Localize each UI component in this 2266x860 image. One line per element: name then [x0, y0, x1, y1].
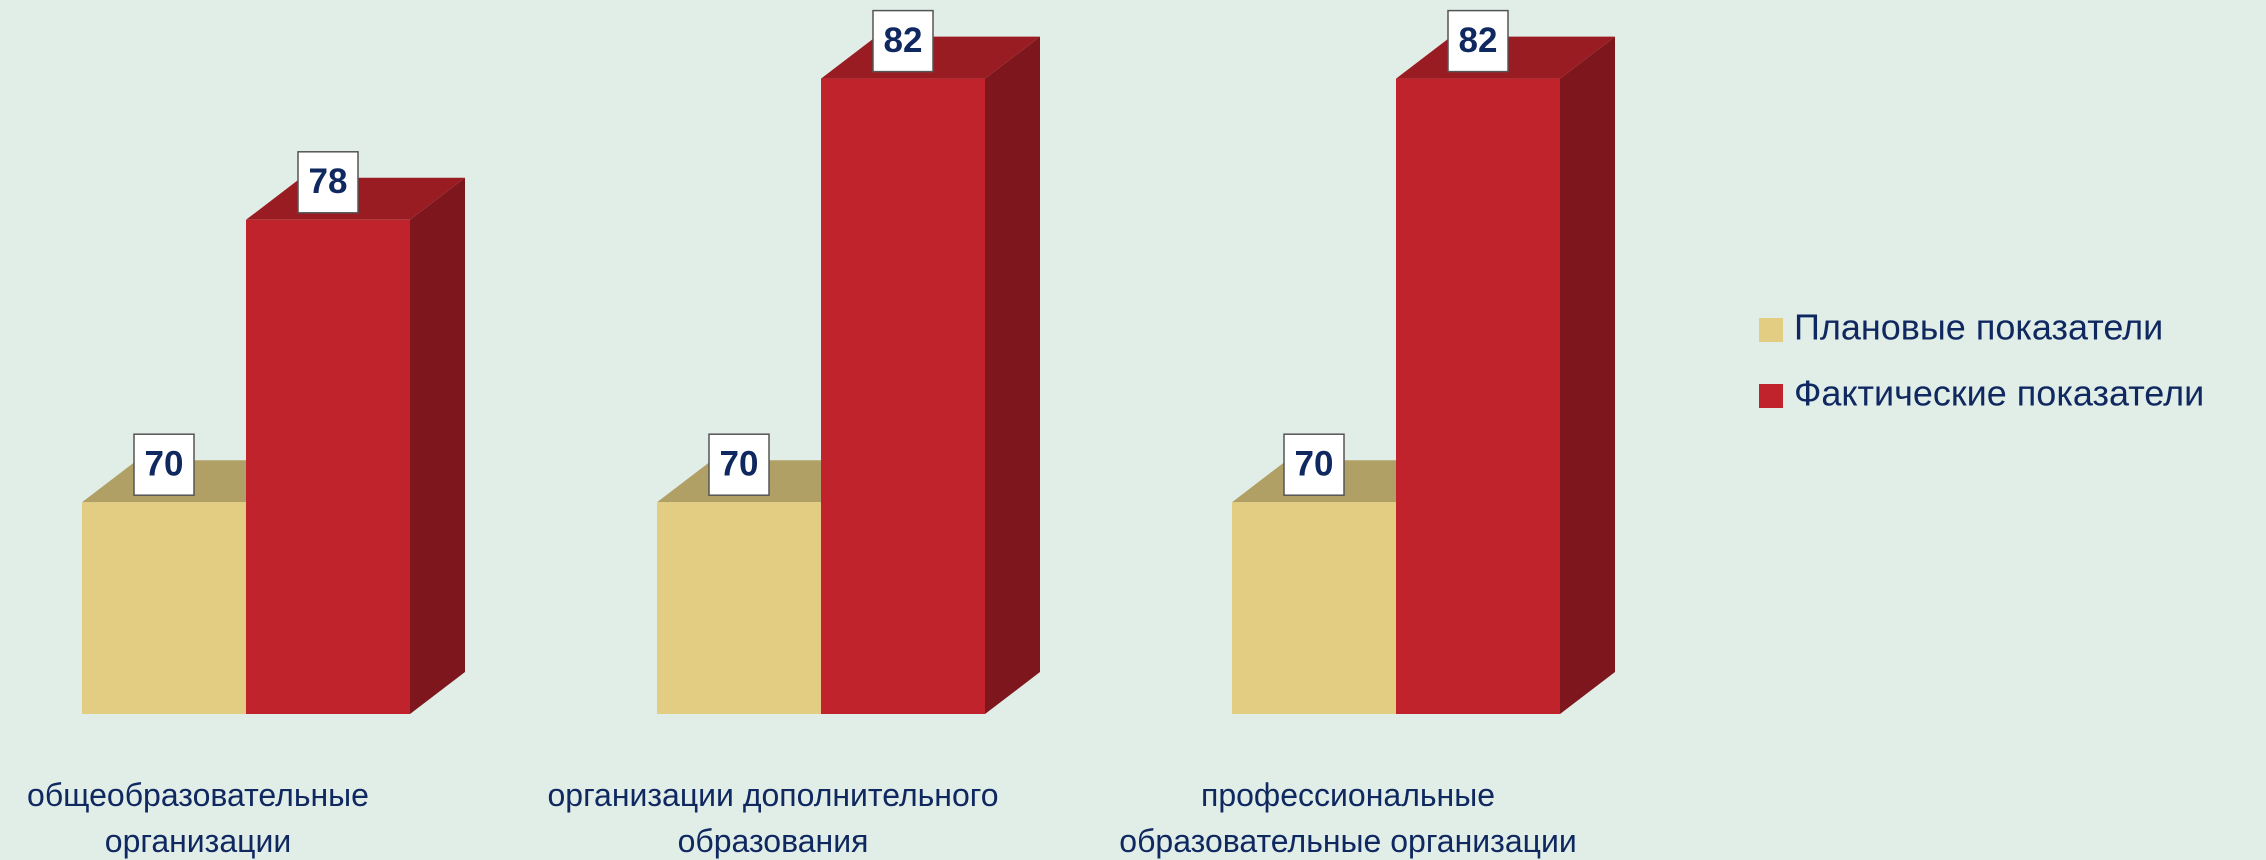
legend-label: Плановые показатели — [1794, 307, 2163, 348]
bar — [821, 78, 985, 715]
data-label-box — [297, 151, 359, 214]
data-label-box — [1283, 433, 1345, 496]
bar — [1396, 78, 1560, 715]
bar — [1232, 502, 1396, 714]
bar — [657, 502, 821, 714]
x-tick-label: общеобразовательные организации — [27, 777, 369, 859]
data-label: 82 — [884, 21, 923, 60]
data-label-box — [872, 9, 934, 73]
bar-side — [1560, 36, 1615, 715]
bar — [246, 219, 410, 715]
data-label: 70 — [145, 444, 184, 483]
bar — [82, 502, 246, 714]
legend-swatch — [1759, 318, 1783, 342]
data-label-box — [708, 433, 770, 496]
data-label-box — [133, 433, 195, 496]
data-label-box — [1447, 9, 1509, 73]
data-label: 70 — [720, 444, 759, 483]
x-tick-label: профессиональные образовательные организ… — [1119, 777, 1577, 859]
data-label: 82 — [1459, 21, 1498, 60]
data-label: 78 — [309, 162, 348, 201]
bar-side — [410, 177, 465, 715]
legend-swatch — [1759, 384, 1783, 408]
legend-label: Фактические показатели — [1794, 373, 2204, 414]
x-tick-label: организации дополнительного образования — [547, 777, 999, 859]
bar-side — [985, 36, 1040, 715]
data-label: 70 — [1295, 444, 1334, 483]
